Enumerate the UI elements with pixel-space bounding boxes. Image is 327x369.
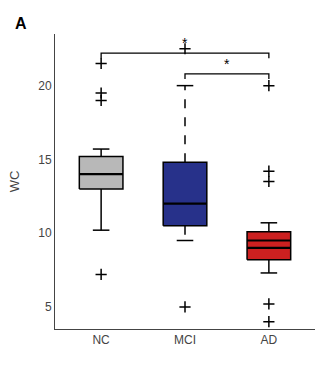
svg-text:15: 15 <box>38 153 52 167</box>
svg-text:*: * <box>224 56 230 72</box>
svg-text:AD: AD <box>261 333 278 347</box>
svg-text:*: * <box>182 35 188 51</box>
svg-text:20: 20 <box>38 79 52 93</box>
svg-text:10: 10 <box>38 226 52 240</box>
svg-text:MCI: MCI <box>174 333 196 347</box>
svg-text:A: A <box>15 15 27 32</box>
svg-text:NC: NC <box>92 333 110 347</box>
svg-text:WC: WC <box>7 171 22 193</box>
svg-text:5: 5 <box>45 300 52 314</box>
